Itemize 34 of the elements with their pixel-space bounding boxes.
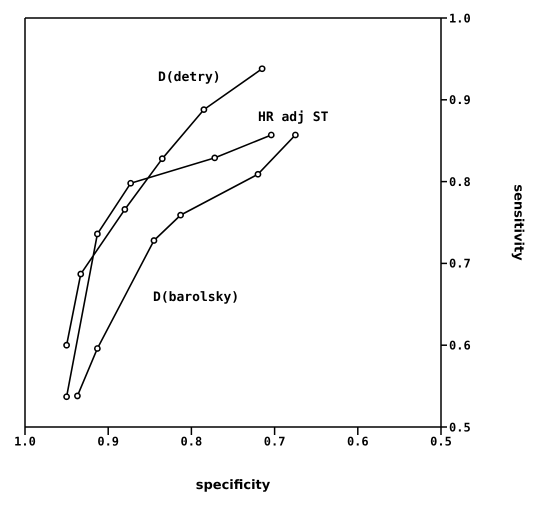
y-tick-label: 0.9 <box>449 93 471 108</box>
y-tick-label: 0.8 <box>449 174 471 189</box>
y-tick-label: 0.5 <box>449 420 471 434</box>
point <box>77 270 84 278</box>
point <box>200 106 208 114</box>
point <box>74 392 81 400</box>
x-tick-label: 0.5 <box>430 434 452 449</box>
point <box>177 212 184 219</box>
point <box>268 132 275 138</box>
point <box>292 132 299 138</box>
point <box>254 170 262 178</box>
y-axis-title: sensitivity <box>510 184 526 262</box>
point <box>258 65 266 72</box>
x-axis-title: specificity <box>196 478 271 493</box>
point <box>94 345 101 352</box>
point <box>150 237 158 244</box>
x-tick-label: 0.8 <box>180 434 202 449</box>
x-tick-label: 0.9 <box>97 434 120 449</box>
point <box>211 154 218 162</box>
series-label: HR adj ST <box>258 110 328 125</box>
point <box>94 230 101 238</box>
x-tick-label: 0.6 <box>346 434 369 449</box>
point <box>63 393 70 400</box>
series-label: D(barolsky) <box>153 290 240 305</box>
y-tick-label: 0.6 <box>449 338 471 352</box>
point <box>121 206 128 213</box>
series-label: D(detry) <box>158 70 221 85</box>
point <box>158 155 166 162</box>
x-tick-label: 0.7 <box>264 434 286 449</box>
y-tick-label: 0.7 <box>449 256 471 271</box>
x-tick-label: 1.0 <box>14 434 36 449</box>
point <box>127 180 134 187</box>
y-tick-label: 1.0 <box>449 11 471 26</box>
point <box>63 342 70 349</box>
